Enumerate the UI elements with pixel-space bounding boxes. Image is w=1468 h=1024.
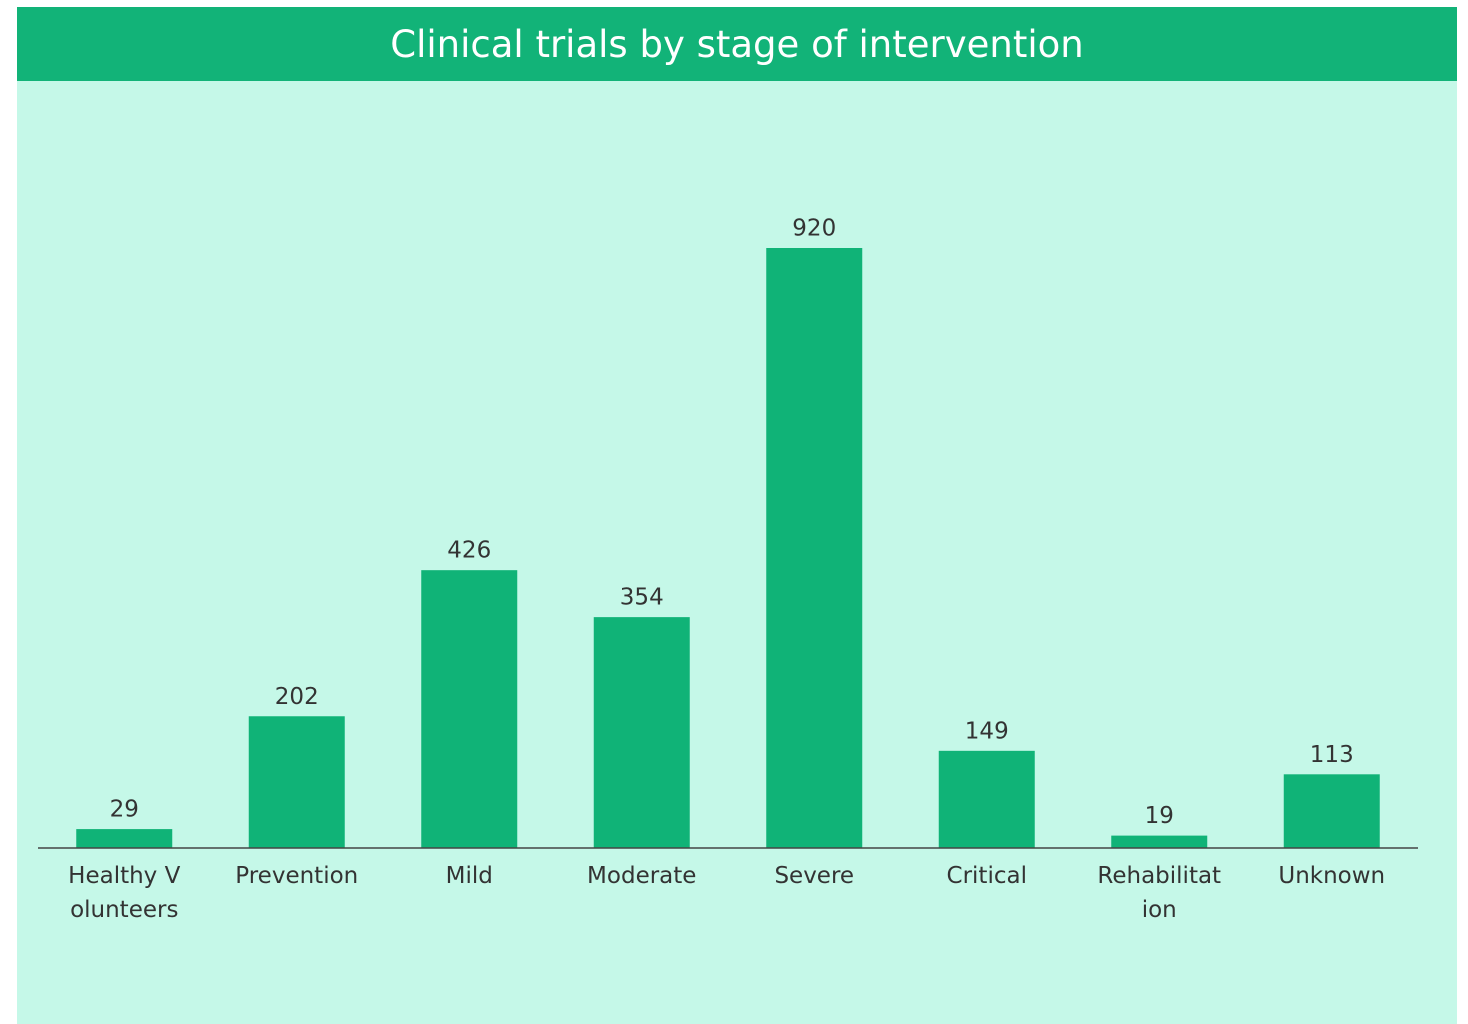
bar — [593, 617, 690, 848]
bar — [938, 750, 1035, 848]
data-label: 354 — [620, 585, 664, 611]
x-tick-label: Prevention — [235, 863, 359, 889]
data-label: 19 — [1145, 803, 1174, 829]
bar — [248, 716, 345, 848]
data-label: 113 — [1310, 742, 1354, 768]
data-label: 149 — [965, 718, 1009, 744]
data-label: 29 — [110, 797, 139, 823]
data-label: 920 — [792, 216, 836, 242]
x-tick-label: Severe — [774, 863, 855, 889]
chart-title: Clinical trials by stage of intervention — [17, 7, 1457, 81]
x-tick-label: Mild — [445, 863, 493, 889]
x-tick-label: Moderate — [587, 863, 697, 889]
data-label: 202 — [275, 684, 319, 710]
x-tick-label: Critical — [946, 863, 1027, 889]
bar — [421, 570, 518, 848]
chart-panel — [17, 81, 1457, 1024]
bar — [1111, 835, 1208, 848]
bar — [76, 829, 173, 848]
data-label: 426 — [447, 538, 491, 564]
x-tick-label: Unknown — [1278, 863, 1386, 889]
bar — [1283, 774, 1380, 848]
x-tick-label: Healthy Volunteers — [68, 863, 181, 923]
x-tick-label: Rehabilitation — [1097, 863, 1222, 923]
bar — [766, 248, 863, 848]
